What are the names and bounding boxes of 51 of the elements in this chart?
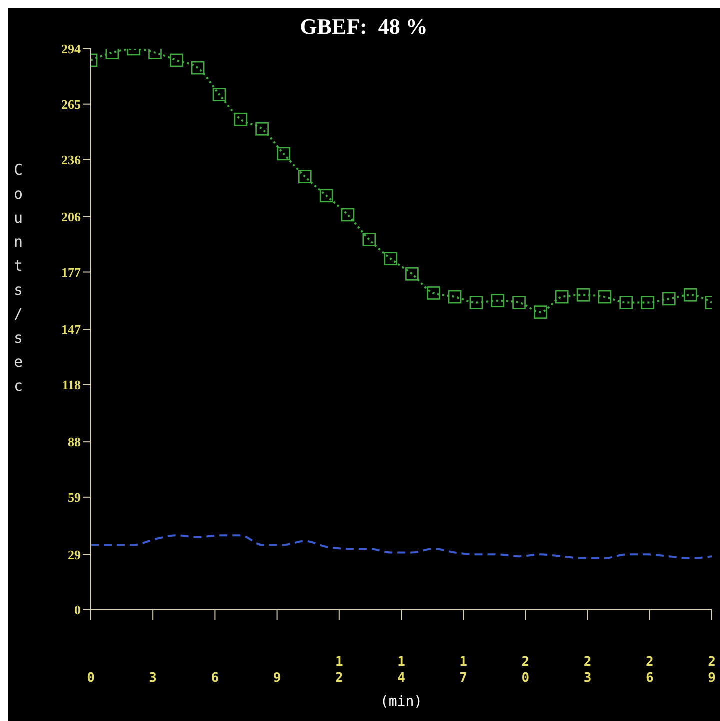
x-tick-label: 0 [87,671,96,686]
y-tick-label: 206 [62,210,82,225]
text: Counts/sec [14,161,24,395]
point [234,112,248,126]
point [426,286,440,300]
x-tick-label: 23 [584,655,592,686]
point [191,61,205,75]
y-tick-label: 88 [68,434,82,450]
point [384,252,398,266]
point [641,296,654,310]
x-tick-label: 9 [273,671,282,686]
point [362,233,376,246]
point [598,290,612,304]
y-tick-label: 236 [62,152,82,168]
point [512,296,526,310]
point [256,122,269,136]
x-tick-label: 20 [522,655,530,686]
point [212,88,226,102]
x-tick-label: 6 [211,671,220,686]
y-tick-label: 294 [62,42,82,57]
x-tick-label: 2 9 [708,655,716,686]
line-series [91,534,712,560]
x-tick-label: 12 [335,655,344,686]
y-tick-label: 177 [62,264,82,280]
y-tick-label: 147 [62,322,82,338]
point [448,290,462,304]
chart-title: GBEF: 48 % [299,14,429,40]
point [576,288,590,302]
y-tick-label: 29 [68,547,82,562]
point [470,296,484,310]
x-tick-label: 3 [149,671,158,686]
point [534,306,548,319]
point [684,288,698,302]
x-axis-title: (min) [379,694,424,710]
point [341,208,355,222]
y-tick-label: 118 [62,377,82,392]
y-tick-label: 0 [74,602,81,618]
y-tick-label: 265 [62,96,82,112]
point [320,189,334,203]
x-tick-label: 14 [398,655,406,686]
x-tick-label: 17 [460,655,468,686]
point [277,147,290,161]
point [555,290,569,304]
point [170,54,184,68]
point [662,292,676,306]
y-tick-label: 59 [68,490,82,506]
point [491,294,505,308]
x-tick-label: 26 [646,655,654,686]
point [620,296,633,310]
point [298,170,312,184]
point [406,268,419,281]
